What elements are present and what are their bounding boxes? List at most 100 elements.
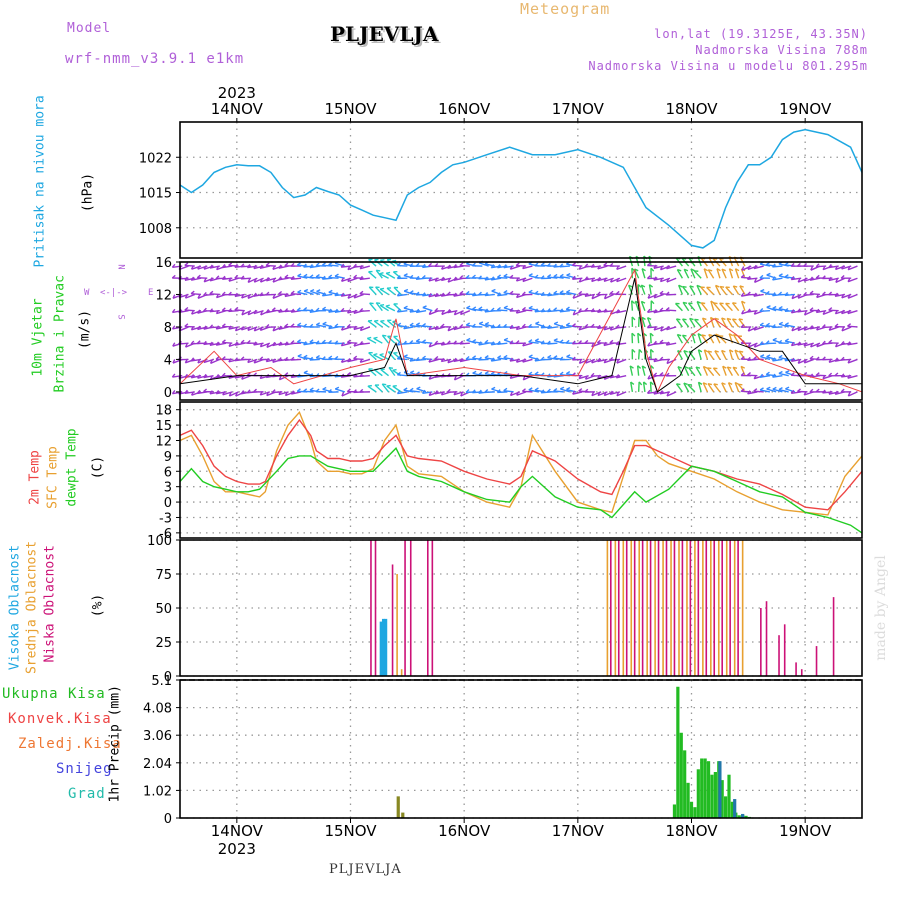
wind-barb xyxy=(597,265,608,270)
wind-barb-tip xyxy=(509,391,513,396)
compass-cross: <-|-> xyxy=(100,288,128,298)
page-title: PLJEVLJA xyxy=(330,22,439,46)
precip-total-label: Ukupna Kisa xyxy=(2,686,106,702)
wind-barb-tip xyxy=(753,264,757,269)
y-tick-label: 12 xyxy=(155,434,172,449)
wind-barb-tip xyxy=(490,357,495,362)
wind-barb xyxy=(497,342,508,345)
wind-barb-tip xyxy=(484,370,489,375)
wind-barb-tip xyxy=(649,332,654,337)
wind-barb xyxy=(690,268,696,279)
wind-barb xyxy=(803,293,814,296)
wind-barb xyxy=(847,325,858,328)
wind-barb-tip xyxy=(334,273,339,277)
wind-barb-tip xyxy=(847,309,851,314)
precip-bar-total xyxy=(696,769,700,818)
wind-barb-tip xyxy=(803,372,808,376)
wind-barb-tip xyxy=(715,284,720,288)
wind-barb-tip xyxy=(215,374,220,379)
wind-barb xyxy=(379,288,389,296)
wind-barb-tip xyxy=(759,307,764,312)
wind-barb-tip xyxy=(546,292,551,297)
wind-barb-tip xyxy=(197,374,201,379)
wind-barb-tip xyxy=(571,372,576,376)
wind-barb-tip xyxy=(747,390,751,395)
wind-barb xyxy=(841,326,852,332)
y-tick-label: 3.06 xyxy=(143,729,172,744)
cloud-bar-high xyxy=(381,618,385,676)
wind-barb xyxy=(422,306,433,312)
wind-barb-tip xyxy=(571,340,576,345)
wind-barb-tip xyxy=(659,265,663,270)
wind-barb-tip xyxy=(459,262,464,267)
wind-barb xyxy=(737,383,746,393)
wind-barb-tip xyxy=(296,339,302,343)
wind-barb xyxy=(497,276,508,279)
wind-barb xyxy=(738,318,746,328)
wind-barb xyxy=(297,264,308,267)
wind-barb-tip xyxy=(466,305,471,309)
cloud-bar-low xyxy=(697,540,700,676)
wind-barb-tip xyxy=(415,338,421,342)
wind-barb-tip xyxy=(484,339,489,344)
wind-barb-tip xyxy=(703,268,709,272)
wind-barb xyxy=(191,292,202,296)
wind-barb xyxy=(727,382,734,393)
wind-barb xyxy=(719,302,727,312)
wind-barb xyxy=(259,374,270,380)
wind-barb xyxy=(772,307,783,312)
wind-barb-tip xyxy=(590,308,595,313)
wind-barb-tip xyxy=(446,340,451,345)
wind-barb xyxy=(766,306,777,312)
wind-barb xyxy=(416,310,427,314)
wind-barb-tip xyxy=(540,340,545,345)
wind-barb xyxy=(627,284,634,295)
wind-barb-tip xyxy=(591,294,595,299)
wind-barb-tip xyxy=(203,307,207,312)
wind-barb xyxy=(739,285,746,295)
wind-barb-tip xyxy=(184,373,188,378)
wind-barb-tip xyxy=(746,291,751,296)
wind-barb-tip xyxy=(246,339,251,344)
wind-barb xyxy=(447,277,458,283)
panel-frame xyxy=(179,121,863,259)
wind-barb-tip xyxy=(309,339,314,343)
wind-barb-tip xyxy=(266,391,270,396)
wind-barb xyxy=(447,265,458,270)
wind-barb-tip xyxy=(840,373,845,378)
wind-barb-tip xyxy=(303,263,307,268)
wind-barb-tip xyxy=(707,367,712,370)
wind-barb-tip xyxy=(340,292,345,297)
wind-barb-tip xyxy=(259,356,264,361)
wind-barb-tip xyxy=(739,350,744,353)
wind-barb-tip xyxy=(434,325,438,330)
wind-barb-tip xyxy=(234,341,238,346)
wind-barb xyxy=(241,277,252,280)
wind-barb-tip xyxy=(534,274,539,279)
wind-barb-tip xyxy=(388,366,394,370)
wind-barb-tip xyxy=(540,262,545,266)
wind-barb-tip xyxy=(190,265,195,270)
wind-barb-tip xyxy=(197,265,201,270)
wind-barb-tip xyxy=(385,271,391,274)
wind-barb-tip xyxy=(171,263,176,268)
wind-barb-tip xyxy=(297,353,302,357)
wind-barb-tip xyxy=(778,273,783,277)
wind-barb xyxy=(740,301,746,311)
wind-barb-tip xyxy=(509,324,514,329)
wind-barb-tip xyxy=(708,333,713,337)
wind-barb-tip xyxy=(603,341,607,346)
wind-barb-tip xyxy=(253,341,257,346)
wind-barb-tip xyxy=(246,389,251,394)
wind-barb-tip xyxy=(534,371,539,375)
wind-barb-tip xyxy=(713,383,718,386)
wind-barb-tip xyxy=(380,287,385,290)
wind-barb xyxy=(772,388,783,393)
wind-barb xyxy=(547,293,558,297)
wind-barb xyxy=(740,366,746,376)
wind-barb-tip xyxy=(740,323,745,328)
wind-barb-tip xyxy=(785,386,790,390)
wind-barb-tip xyxy=(828,307,833,311)
wind-barb-tip xyxy=(472,338,477,343)
wind-barb-tip xyxy=(753,292,757,297)
